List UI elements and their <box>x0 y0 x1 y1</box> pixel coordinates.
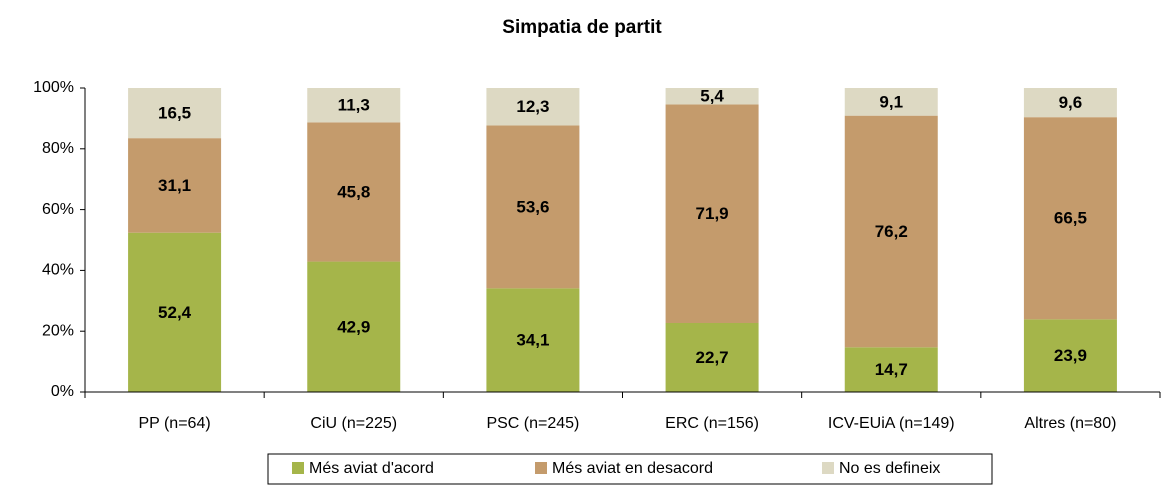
data-label: 14,7 <box>875 360 908 379</box>
data-label: 23,9 <box>1054 346 1087 365</box>
data-label: 16,5 <box>158 104 191 123</box>
x-tick-label: PP (n=64) <box>138 415 210 432</box>
bar-segment <box>307 261 401 392</box>
data-label: 52,4 <box>158 303 192 322</box>
bar-segment <box>665 104 759 323</box>
bar-segment <box>486 88 580 126</box>
legend-label: Més aviat en desacord <box>552 460 713 477</box>
data-label: 66,5 <box>1054 209 1087 228</box>
y-tick-label: 100% <box>33 79 74 96</box>
data-label: 31,1 <box>158 176 191 195</box>
bar-segment <box>128 88 222 139</box>
bar-segment <box>128 138 222 233</box>
bar-segment <box>844 115 938 348</box>
data-label: 71,9 <box>696 204 729 223</box>
bar-segment <box>665 88 759 105</box>
bar-segment <box>1023 88 1117 118</box>
y-tick-label: 20% <box>42 322 74 339</box>
y-tick-label: 40% <box>42 262 74 279</box>
bar-segment <box>844 88 938 116</box>
bar-segment <box>844 347 938 392</box>
data-label: 45,8 <box>337 182 370 201</box>
data-label: 53,6 <box>516 197 549 216</box>
data-label: 34,1 <box>516 331 549 350</box>
bar-segment <box>128 232 222 392</box>
bar-segment <box>665 322 759 392</box>
x-tick-label: Altres (n=80) <box>1024 415 1116 432</box>
legend-swatch <box>535 462 547 474</box>
data-label: 9,1 <box>879 92 903 111</box>
legend-label: Més aviat d'acord <box>309 460 434 477</box>
x-tick-label: PSC (n=245) <box>486 415 579 432</box>
y-tick-label: 80% <box>42 140 74 157</box>
bar-segment <box>1023 319 1117 392</box>
data-label: 76,2 <box>875 222 908 241</box>
data-label: 5,4 <box>700 87 724 106</box>
legend-swatch <box>292 462 304 474</box>
chart-title: Simpatia de partit <box>502 17 662 38</box>
bar-segment <box>1023 117 1117 320</box>
y-tick-label: 60% <box>42 201 74 218</box>
data-label: 11,3 <box>338 96 370 115</box>
data-label: 22,7 <box>696 348 729 367</box>
bar-segment <box>307 88 401 123</box>
bar-segment <box>307 122 401 262</box>
x-tick-label: ERC (n=156) <box>665 415 759 432</box>
bar-segment <box>486 288 580 392</box>
y-tick-label: 0% <box>51 383 74 400</box>
data-label: 42,9 <box>337 317 370 336</box>
legend-swatch <box>822 462 834 474</box>
x-tick-label: CiU (n=225) <box>310 415 397 432</box>
legend-box <box>267 453 993 485</box>
data-label: 9,6 <box>1059 93 1083 112</box>
bar-segment <box>486 125 580 289</box>
x-tick-label: ICV-EUiA (n=149) <box>828 415 955 432</box>
legend-label: No es defineix <box>839 460 940 477</box>
data-label: 12,3 <box>516 97 549 116</box>
